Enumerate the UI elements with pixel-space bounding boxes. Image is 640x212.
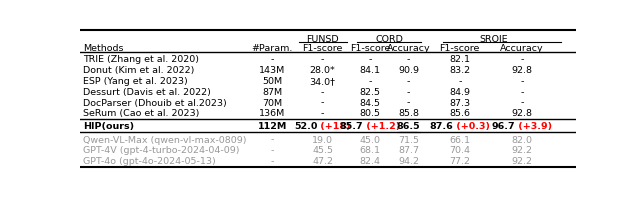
Text: -: -	[321, 99, 324, 108]
Text: -: -	[271, 56, 274, 64]
Text: 87M: 87M	[262, 88, 282, 97]
Text: -: -	[321, 109, 324, 118]
Text: 90.9: 90.9	[398, 66, 419, 75]
Text: ESP (Yang et al. 2023): ESP (Yang et al. 2023)	[83, 77, 188, 86]
Text: 28.0*: 28.0*	[310, 66, 335, 75]
Text: 68.1: 68.1	[359, 146, 380, 155]
Text: -: -	[271, 146, 274, 155]
Text: -: -	[458, 77, 461, 86]
Text: (+0.3): (+0.3)	[453, 123, 490, 131]
Text: -: -	[271, 135, 274, 145]
Text: 66.1: 66.1	[449, 135, 470, 145]
Text: Donut (Kim et al. 2022): Donut (Kim et al. 2022)	[83, 66, 195, 75]
Text: 71.5: 71.5	[398, 135, 419, 145]
Text: F1-score: F1-score	[302, 44, 343, 53]
Text: HIP(ours): HIP(ours)	[83, 123, 134, 131]
Text: 92.8: 92.8	[511, 66, 532, 75]
Text: 83.2: 83.2	[449, 66, 470, 75]
Text: (+3.9): (+3.9)	[515, 123, 552, 131]
Text: Accuracy: Accuracy	[387, 44, 431, 53]
Text: (+18): (+18)	[317, 123, 351, 131]
Text: -: -	[520, 56, 524, 64]
Text: Dessurt (Davis et al. 2022): Dessurt (Davis et al. 2022)	[83, 88, 211, 97]
Text: Methods: Methods	[83, 44, 124, 53]
Text: -: -	[407, 56, 410, 64]
Text: SeRum (Cao et al. 2023): SeRum (Cao et al. 2023)	[83, 109, 200, 118]
Text: 85.6: 85.6	[449, 109, 470, 118]
Text: 84.9: 84.9	[449, 88, 470, 97]
Text: 52.0: 52.0	[294, 123, 317, 131]
Text: -: -	[321, 56, 324, 64]
Text: 96.7: 96.7	[492, 123, 515, 131]
Text: F1-score: F1-score	[349, 44, 390, 53]
Text: 19.0: 19.0	[312, 135, 333, 145]
Text: 84.5: 84.5	[359, 99, 380, 108]
Text: -: -	[520, 88, 524, 97]
Text: GPT-4V (gpt-4-turbo-2024-04-09): GPT-4V (gpt-4-turbo-2024-04-09)	[83, 146, 239, 155]
Text: 82.1: 82.1	[449, 56, 470, 64]
Text: 70M: 70M	[262, 99, 282, 108]
Text: SROIE: SROIE	[479, 35, 508, 45]
Text: 87.6: 87.6	[429, 123, 453, 131]
Text: -: -	[368, 77, 372, 86]
Text: 94.2: 94.2	[398, 157, 419, 166]
Text: CORD: CORD	[375, 35, 403, 45]
Text: 77.2: 77.2	[449, 157, 470, 166]
Text: 45.5: 45.5	[312, 146, 333, 155]
Text: F1-score: F1-score	[440, 44, 480, 53]
Text: 136M: 136M	[259, 109, 285, 118]
Text: -: -	[407, 99, 410, 108]
Text: FUNSD: FUNSD	[307, 35, 339, 45]
Text: 85.8: 85.8	[398, 109, 419, 118]
Text: 92.8: 92.8	[511, 109, 532, 118]
Text: -: -	[271, 157, 274, 166]
Text: 70.4: 70.4	[449, 146, 470, 155]
Text: (+1.2): (+1.2)	[363, 123, 400, 131]
Text: #Param.: #Param.	[252, 44, 293, 53]
Text: 47.2: 47.2	[312, 157, 333, 166]
Text: TRIE (Zhang et al. 2020): TRIE (Zhang et al. 2020)	[83, 56, 199, 64]
Text: 84.1: 84.1	[359, 66, 380, 75]
Text: Qwen-VL-Max (qwen-vl-max-0809): Qwen-VL-Max (qwen-vl-max-0809)	[83, 135, 246, 145]
Text: 45.0: 45.0	[359, 135, 380, 145]
Text: 87.3: 87.3	[449, 99, 470, 108]
Text: GPT-4o (gpt-4o-2024-05-13): GPT-4o (gpt-4o-2024-05-13)	[83, 157, 216, 166]
Text: 143M: 143M	[259, 66, 285, 75]
Text: 34.0†: 34.0†	[310, 77, 335, 86]
Text: Accuracy: Accuracy	[500, 44, 543, 53]
Text: -: -	[407, 77, 410, 86]
Text: 82.0: 82.0	[511, 135, 532, 145]
Text: 80.5: 80.5	[359, 109, 380, 118]
Text: -: -	[321, 88, 324, 97]
Text: -: -	[407, 88, 410, 97]
Text: -: -	[368, 56, 372, 64]
Text: 82.4: 82.4	[359, 157, 380, 166]
Text: 86.5: 86.5	[397, 123, 420, 131]
Text: 92.2: 92.2	[511, 146, 532, 155]
Text: -: -	[520, 77, 524, 86]
Text: 85.7: 85.7	[339, 123, 363, 131]
Text: 50M: 50M	[262, 77, 282, 86]
Text: 82.5: 82.5	[359, 88, 380, 97]
Text: 92.2: 92.2	[511, 157, 532, 166]
Text: 112M: 112M	[257, 123, 287, 131]
Text: DocParser (Dhouib et al.2023): DocParser (Dhouib et al.2023)	[83, 99, 227, 108]
Text: -: -	[520, 99, 524, 108]
Text: 87.7: 87.7	[398, 146, 419, 155]
